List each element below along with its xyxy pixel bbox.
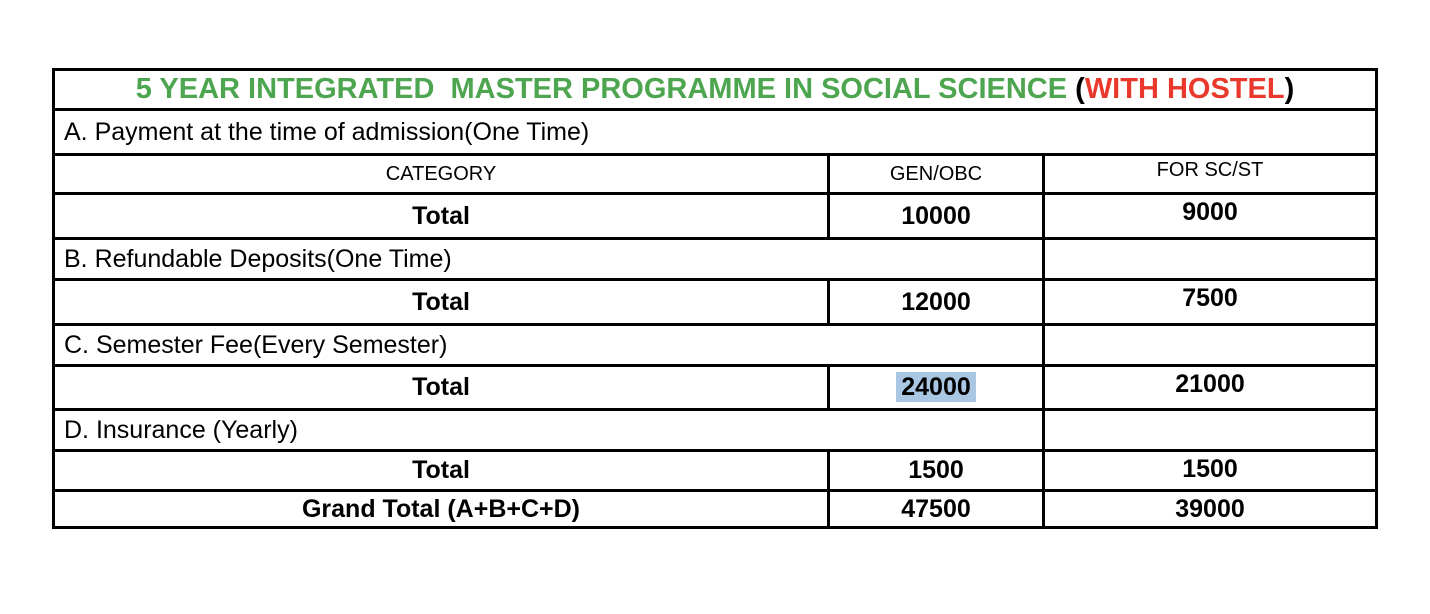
section-c-label-cell[interactable]: C. Semester Fee(Every Semester) xyxy=(52,323,1045,367)
total-c-sc-st-value: 21000 xyxy=(1175,370,1245,398)
grand-total-sc-st-cell[interactable]: 39000 xyxy=(1041,489,1379,529)
title-hostel-text: WITH HOSTEL xyxy=(1084,73,1285,105)
header-gen-obc-label: GEN/OBC xyxy=(889,162,983,185)
total-a-label-cell[interactable]: Total xyxy=(52,192,830,240)
total-d-sc-st-cell[interactable]: 1500 xyxy=(1041,449,1379,492)
header-category[interactable]: CATEGORY xyxy=(52,153,830,195)
total-c-sc-st-cell[interactable]: 21000 xyxy=(1041,364,1379,411)
fee-table: 5 YEAR INTEGRATED MASTER PROGRAMME IN SO… xyxy=(51,68,1379,529)
selected-text[interactable]: 24000 xyxy=(896,372,976,402)
section-a-label-cell[interactable]: A. Payment at the time of admission(One … xyxy=(51,108,1379,156)
grand-total-sc-st-value: 39000 xyxy=(1175,495,1245,523)
section-b-label-cell[interactable]: B. Refundable Deposits(One Time) xyxy=(52,237,1045,281)
grand-total-gen-obc-value: 47500 xyxy=(901,494,971,523)
header-gen-obc[interactable]: GEN/OBC xyxy=(827,153,1045,195)
total-d-sc-st-value: 1500 xyxy=(1182,455,1238,483)
total-a-sc-st-value: 9000 xyxy=(1182,198,1238,226)
total-b-gen-obc-value: 12000 xyxy=(901,287,971,316)
grand-total-label: Grand Total (A+B+C+D) xyxy=(301,494,581,523)
total-d-label: Total xyxy=(412,456,470,484)
section-d-empty-cell[interactable] xyxy=(1041,408,1379,452)
header-sc-st-label: FOR SC/ST xyxy=(1156,159,1264,181)
section-c-label: C. Semester Fee(Every Semester) xyxy=(64,330,448,359)
grand-total-label-cell[interactable]: Grand Total (A+B+C+D) xyxy=(52,489,830,529)
total-a-label: Total xyxy=(412,201,470,230)
total-b-sc-st-value: 7500 xyxy=(1182,284,1238,312)
section-b-label: B. Refundable Deposits(One Time) xyxy=(64,244,452,273)
header-sc-st[interactable]: FOR SC/ST xyxy=(1041,153,1379,195)
header-category-label: CATEGORY xyxy=(385,162,497,185)
title-text: 5 YEAR INTEGRATED MASTER PROGRAMME IN SO… xyxy=(135,73,1068,105)
section-a-label: A. Payment at the time of admission(One … xyxy=(64,117,590,146)
total-a-gen-obc-value: 10000 xyxy=(901,201,971,230)
title-open-paren: ( xyxy=(1067,73,1085,105)
section-d-label: D. Insurance (Yearly) xyxy=(64,415,298,444)
total-c-label: Total xyxy=(412,373,470,401)
total-c-gen-obc-cell[interactable]: 24000 xyxy=(827,364,1045,411)
title-close-paren: ) xyxy=(1284,73,1295,105)
total-d-label-cell[interactable]: Total xyxy=(52,449,830,492)
total-b-label-cell[interactable]: Total xyxy=(52,278,830,326)
total-a-sc-st-cell[interactable]: 9000 xyxy=(1041,192,1379,240)
total-d-gen-obc-value: 1500 xyxy=(908,456,964,484)
total-b-gen-obc-cell[interactable]: 12000 xyxy=(827,278,1045,326)
table-title-cell[interactable]: 5 YEAR INTEGRATED MASTER PROGRAMME IN SO… xyxy=(51,68,1379,111)
total-b-sc-st-cell[interactable]: 7500 xyxy=(1041,278,1379,326)
total-d-gen-obc-cell[interactable]: 1500 xyxy=(827,449,1045,492)
section-b-empty-cell[interactable] xyxy=(1041,237,1379,281)
section-c-empty-cell[interactable] xyxy=(1041,323,1379,367)
section-d-label-cell[interactable]: D. Insurance (Yearly) xyxy=(52,408,1045,452)
grand-total-gen-obc-cell[interactable]: 47500 xyxy=(827,489,1045,529)
document-page: 5 YEAR INTEGRATED MASTER PROGRAMME IN SO… xyxy=(51,68,1379,529)
total-a-gen-obc-cell[interactable]: 10000 xyxy=(827,192,1045,240)
total-b-label: Total xyxy=(412,287,470,316)
total-c-label-cell[interactable]: Total xyxy=(52,364,830,411)
